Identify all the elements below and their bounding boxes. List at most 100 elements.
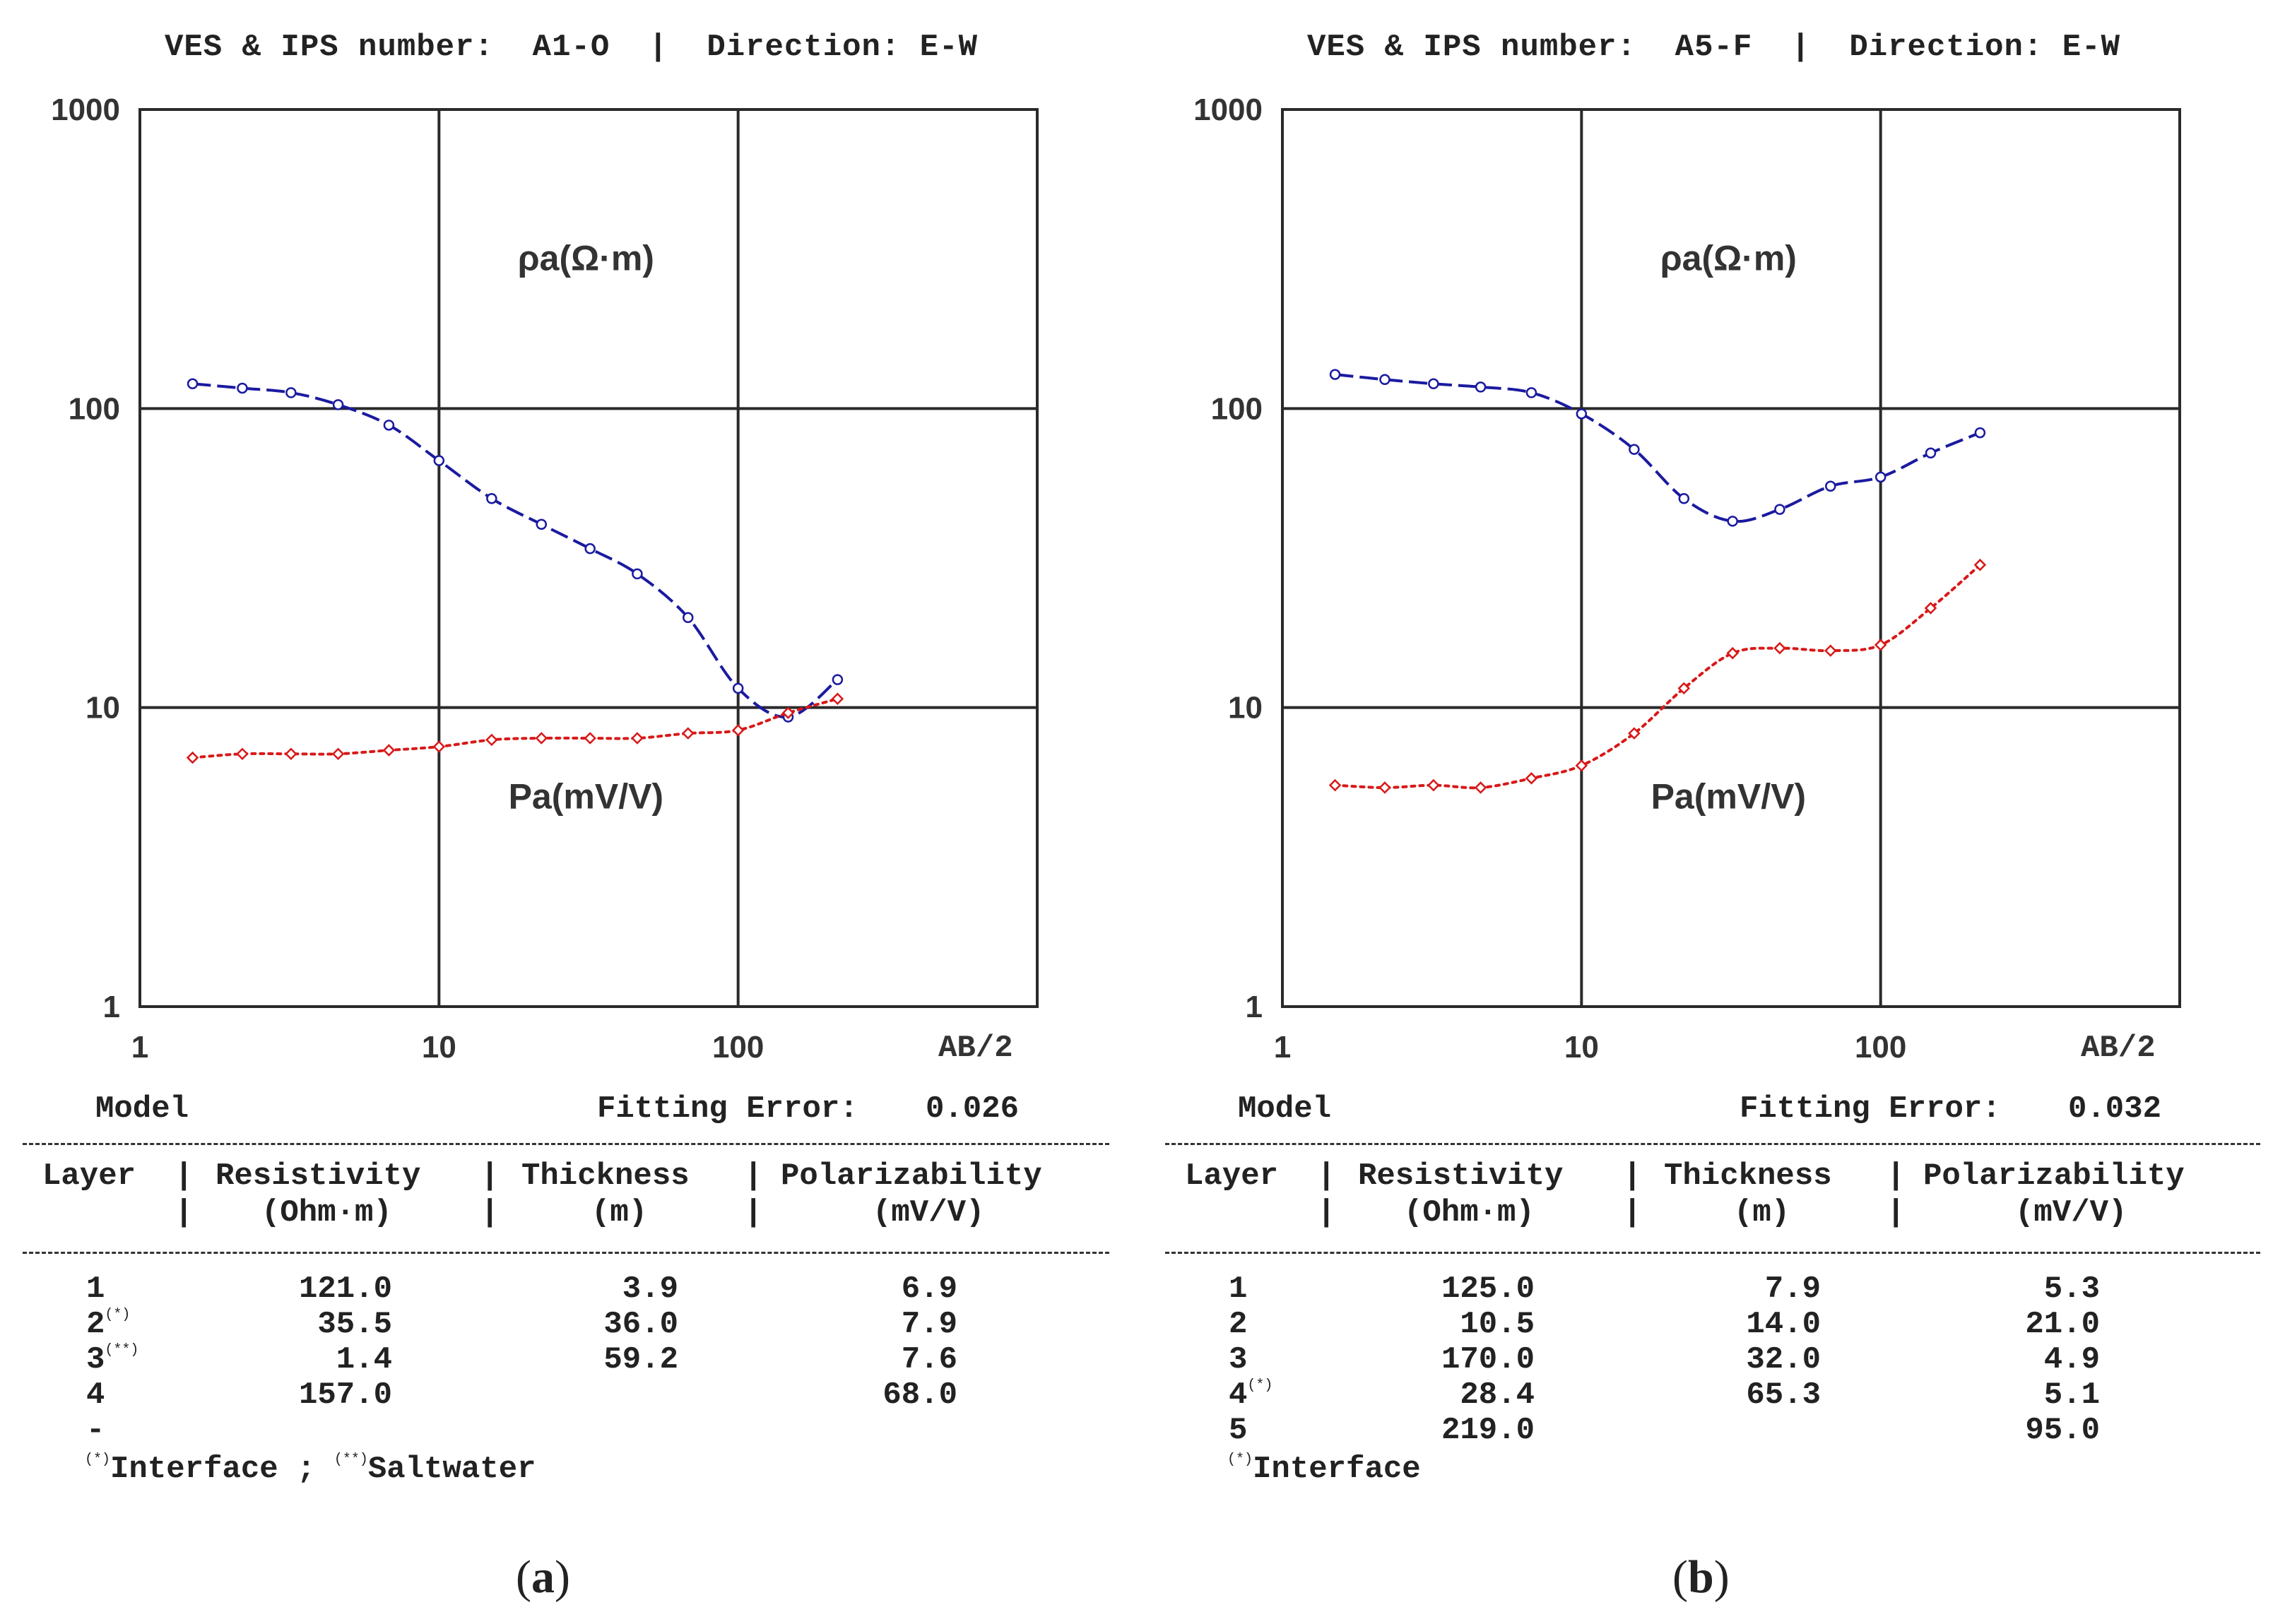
polarizability-point xyxy=(1378,781,1391,794)
resistivity-value: 157.0 xyxy=(298,1377,392,1413)
layer-number: - xyxy=(86,1413,105,1448)
polarizability-value: 5.1 xyxy=(2043,1377,2100,1413)
layer-number-text: 3 xyxy=(86,1342,105,1377)
polarizability-point xyxy=(1973,558,1987,571)
col-header-resistivity: Resistivity xyxy=(215,1158,421,1194)
model-title: Model xyxy=(1238,1091,1332,1127)
thickness-value: 59.2 xyxy=(603,1342,678,1377)
polarizability-point xyxy=(831,692,844,705)
divider xyxy=(1165,1252,2260,1254)
y-tick-label: 10 xyxy=(1228,691,1263,725)
resistivity-point xyxy=(632,568,643,580)
panel-a: VES & IPS number: A1-O | Direction: E-W … xyxy=(0,0,1142,1624)
polarizability-point xyxy=(331,747,345,761)
divider xyxy=(23,1143,1109,1145)
x-axis-title: AB/2 xyxy=(2081,1031,2156,1066)
layer-number-text: 1 xyxy=(1229,1272,1248,1307)
col-separator: | xyxy=(480,1195,500,1231)
thickness-value: 65.3 xyxy=(1746,1377,1821,1413)
resistivity-point xyxy=(1576,408,1588,420)
y-tick-label: 10 xyxy=(85,691,120,725)
ves-ips-chart-b: 1000 100 10 11 10 100 AB/2 ρa(Ω·m) Pa(mV/V) xyxy=(1193,93,2181,1066)
resistivity-point xyxy=(383,420,395,431)
x-tick-label: 10 xyxy=(1564,1030,1599,1065)
divider xyxy=(23,1252,1109,1254)
plot-frame xyxy=(1281,108,2181,1008)
polarizability-value: 5.3 xyxy=(2043,1272,2100,1307)
col-header-layer: Layer xyxy=(42,1158,136,1194)
col-unit-resistivity: (Ohm·m) xyxy=(261,1195,392,1231)
polarizability-point xyxy=(1575,759,1588,772)
col-separator: | xyxy=(480,1158,500,1194)
layer-number: 4(*) xyxy=(1229,1377,1273,1413)
layer-number: 4 xyxy=(86,1377,105,1413)
polarizability-point xyxy=(1628,727,1641,740)
polarizability-point xyxy=(1874,639,1887,651)
caption-letter: a xyxy=(531,1551,555,1603)
x-tick-label: 1 xyxy=(1274,1030,1291,1065)
resistivity-point xyxy=(536,518,548,531)
polarizability-point xyxy=(535,732,548,745)
y-tick-label: 1000 xyxy=(1193,93,1263,127)
footnote-mark: (**) xyxy=(333,1452,368,1468)
resistivity-value: 35.5 xyxy=(317,1307,392,1342)
resistivity-value: 28.4 xyxy=(1460,1377,1535,1413)
polarizability-point xyxy=(1677,682,1691,695)
plot-frame xyxy=(138,108,1039,1008)
layer-number-text: - xyxy=(86,1413,105,1448)
layer-number-text: 2 xyxy=(1229,1307,1248,1342)
polarizability-point xyxy=(1824,644,1837,657)
x-tick-label: 10 xyxy=(422,1030,456,1065)
layer-number-text: 4 xyxy=(86,1377,105,1413)
panel-caption: (a) xyxy=(516,1551,570,1603)
polarizability-value: 4.9 xyxy=(2043,1342,2100,1377)
divider xyxy=(1165,1143,2260,1145)
layer-mark: (*) xyxy=(1247,1377,1273,1394)
col-separator: | xyxy=(1623,1195,1642,1231)
resistivity-point xyxy=(285,387,297,398)
polarizability-point xyxy=(485,733,498,747)
fitting-error-value: 0.026 xyxy=(926,1091,1020,1127)
col-header-polarizability: Polarizability xyxy=(1923,1158,2185,1194)
caption-letter: b xyxy=(1687,1551,1714,1603)
resistivity-point xyxy=(1428,378,1439,390)
resistivity-point xyxy=(584,543,596,555)
layer-number: 3 xyxy=(1229,1342,1247,1377)
chart-header: VES & IPS number: A1-O | Direction: E-W xyxy=(165,30,978,65)
resistivity-point xyxy=(1475,381,1487,393)
resistivity-value: 219.0 xyxy=(1441,1413,1535,1448)
footnote-text: Interface xyxy=(1253,1452,1421,1487)
polarizability-curve xyxy=(1333,563,1982,790)
footnote-mark: (*) xyxy=(85,1452,111,1468)
polarizability-point xyxy=(1773,641,1786,655)
col-separator: | xyxy=(175,1195,194,1231)
layer-number: 1 xyxy=(1229,1272,1247,1307)
resistivity-point xyxy=(1774,504,1785,515)
polarizability-point xyxy=(584,732,596,745)
polarizability-value: 6.9 xyxy=(901,1272,957,1307)
resistivity-point xyxy=(1925,447,1937,459)
polarizability-point xyxy=(186,751,199,764)
col-unit-polarizability: (mV/V) xyxy=(873,1195,985,1231)
polarizability-point xyxy=(236,747,249,761)
resistivity-point xyxy=(1678,493,1690,504)
polarizability-point xyxy=(432,740,446,753)
x-tick-label: 100 xyxy=(712,1030,764,1065)
resistivity-point xyxy=(433,455,445,466)
y-tick-label: 1 xyxy=(103,990,120,1024)
resistivity-value: 1.4 xyxy=(336,1342,392,1377)
resistivity-value: 121.0 xyxy=(298,1272,392,1307)
footnote: (*)Interface xyxy=(1227,1452,1421,1487)
resistivity-point xyxy=(1727,516,1738,527)
col-header-polarizability: Polarizability xyxy=(781,1158,1042,1194)
col-separator: | xyxy=(1317,1195,1336,1231)
footnote-text: Interface ; xyxy=(110,1452,334,1487)
resistivity-point xyxy=(1629,444,1640,455)
resistivity-curve-label: ρa(Ω·m) xyxy=(1660,239,1797,278)
x-tick-label: 100 xyxy=(1855,1030,1906,1065)
panel-caption: (b) xyxy=(1672,1551,1730,1603)
fitting-error-label: Fitting Error: xyxy=(1740,1091,2001,1127)
resistivity-point xyxy=(1974,427,1986,439)
col-header-thickness: Thickness xyxy=(521,1158,690,1194)
resistivity-value: 170.0 xyxy=(1441,1342,1535,1377)
